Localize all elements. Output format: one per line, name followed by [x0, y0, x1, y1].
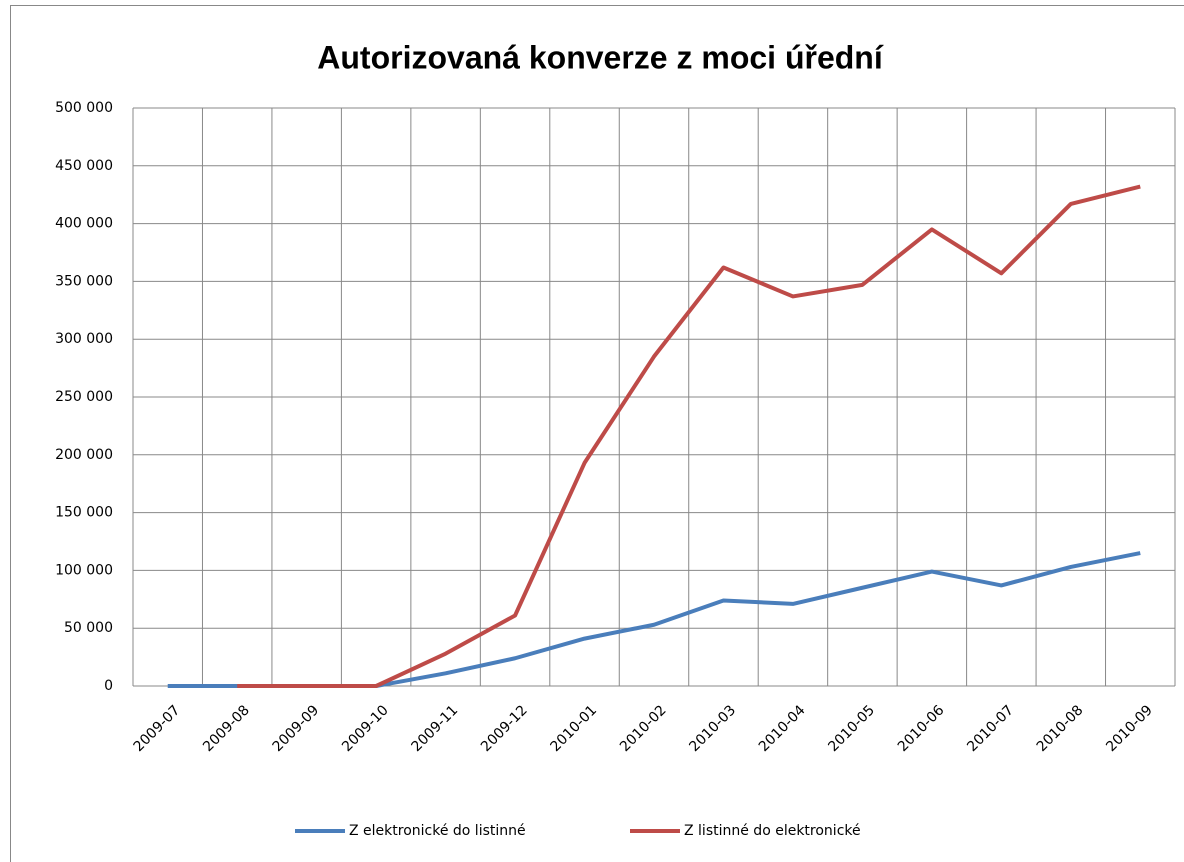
series-line	[237, 184, 1141, 688]
legend-label: Z listinné do elektronické	[684, 823, 861, 839]
y-tick-label: 300 000	[55, 331, 113, 347]
chart-border	[10, 5, 1184, 862]
y-tick-label: 200 000	[55, 447, 113, 463]
y-tick-label: 100 000	[55, 562, 113, 578]
y-tick-label: 250 000	[55, 389, 113, 405]
y-tick-label: 500 000	[55, 100, 113, 116]
y-tick-label: 350 000	[55, 273, 113, 289]
y-tick-label: 150 000	[55, 505, 113, 521]
legend-label: Z elektronické do listinné	[349, 823, 526, 839]
chart-title: Autorizovaná konverze z moci úřední	[317, 39, 884, 75]
y-tick-label: 400 000	[55, 216, 113, 232]
y-tick-label: 450 000	[55, 158, 113, 174]
y-tick-label: 0	[104, 678, 113, 694]
y-tick-label: 50 000	[64, 620, 113, 636]
